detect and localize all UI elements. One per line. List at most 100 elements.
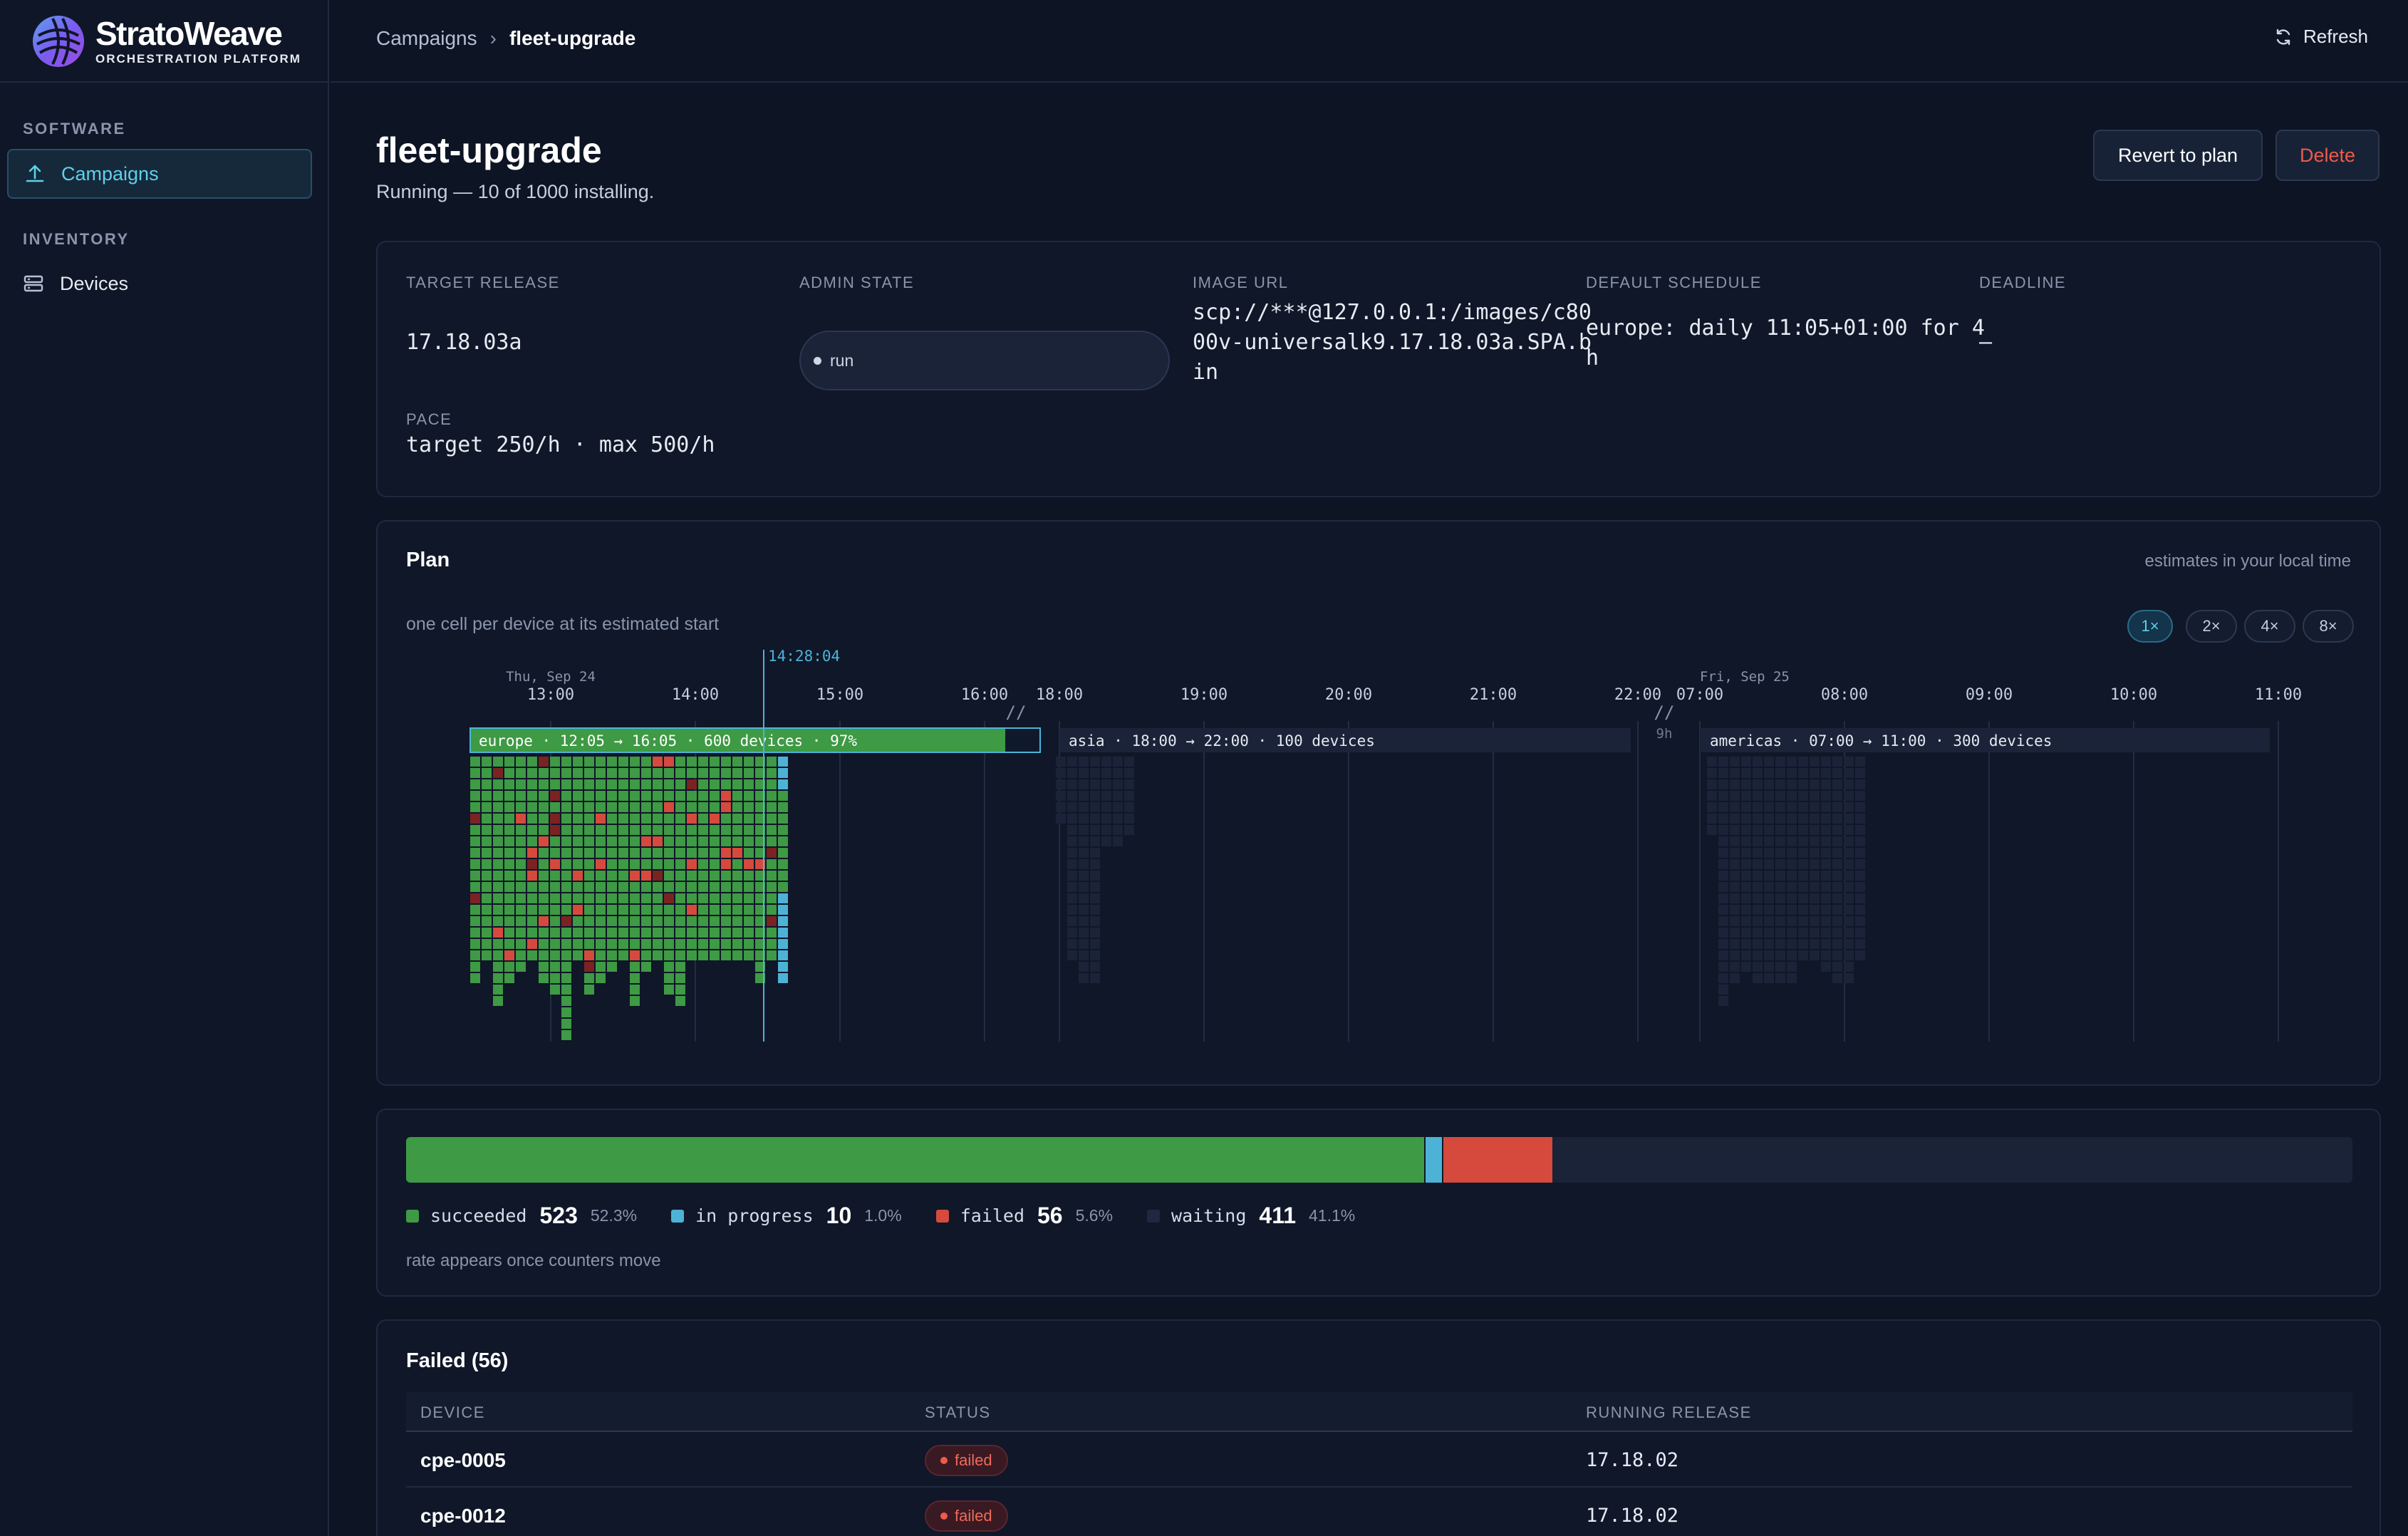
device-cell-failed	[470, 893, 480, 903]
device-cell-waiting	[1764, 791, 1774, 801]
column-header-device[interactable]: DEVICE	[420, 1403, 485, 1421]
device-cell-succeeded	[744, 836, 754, 846]
device-cell-waiting	[1730, 848, 1740, 858]
table-row[interactable]: cpe-0012 failed 17.18.02	[406, 1489, 2352, 1536]
device-cell-succeeded	[539, 905, 549, 915]
device-cell-waiting	[1741, 893, 1751, 903]
device-cell-succeeded	[744, 757, 754, 767]
device-cell-succeeded	[710, 802, 720, 812]
device-cell-waiting	[1753, 871, 1763, 881]
device-cell-waiting	[1832, 802, 1842, 812]
device-cell-waiting	[1832, 973, 1842, 983]
device-cell-failed	[767, 916, 777, 926]
page-status-text: Running — 10 of 1000 installing.	[376, 181, 655, 202]
device-cell-succeeded	[641, 791, 651, 801]
device-cell-failed	[664, 802, 674, 812]
device-cell-succeeded	[607, 893, 617, 903]
device-name[interactable]: cpe-0012	[420, 1505, 506, 1527]
device-cell-succeeded	[653, 768, 663, 778]
admin-state-select[interactable]: run	[799, 331, 1170, 390]
device-cell-succeeded	[698, 779, 708, 789]
device-cell-waiting	[1079, 871, 1089, 881]
plan-subtitle: one cell per device at its estimated sta…	[406, 614, 720, 634]
window-bar-americas	[1700, 728, 2270, 752]
device-cell-succeeded	[516, 802, 526, 812]
plan-timeline[interactable]: 13:00 14:00 15:00 16:00 18:00 19:00 20:00 21:00…	[403, 650, 2355, 1077]
device-cell-waiting	[1855, 950, 1865, 960]
device-cell-succeeded	[710, 848, 720, 858]
column-header-running-release[interactable]: RUNNING RELEASE	[1586, 1403, 1752, 1421]
table-row[interactable]: cpe-0005 failed 17.18.02	[406, 1433, 2352, 1488]
device-cell-waiting	[1832, 962, 1842, 972]
device-cell-succeeded	[721, 939, 731, 949]
device-cell-failed	[687, 905, 697, 915]
device-cell-succeeded	[630, 836, 640, 846]
device-cell-waiting	[1787, 848, 1797, 858]
device-cell-waiting	[1067, 871, 1077, 881]
device-name[interactable]: cpe-0005	[420, 1449, 506, 1471]
device-cell-waiting	[1124, 757, 1134, 767]
device-cell-waiting	[1798, 836, 1808, 846]
zoom-2x-button[interactable]: 2×	[2186, 610, 2237, 643]
device-cell-failed	[653, 757, 663, 767]
zoom-4x-button[interactable]: 4×	[2244, 610, 2295, 643]
device-cell-succeeded	[732, 779, 742, 789]
device-cell-waiting	[1079, 939, 1089, 949]
device-cell-waiting	[1855, 893, 1865, 903]
device-cell-succeeded	[744, 802, 754, 812]
device-cell-waiting	[1764, 916, 1774, 926]
device-cell-waiting	[1764, 928, 1774, 938]
device-cell-waiting	[1707, 802, 1717, 812]
device-cell-waiting	[1844, 836, 1854, 846]
device-cell-succeeded	[584, 779, 594, 789]
device-cell-succeeded	[493, 848, 503, 858]
status-text: failed	[955, 1507, 992, 1525]
legend-failed: failed 56 5.6%	[935, 1203, 1113, 1229]
device-cell-waiting	[1730, 814, 1740, 824]
column-header-status[interactable]: STATUS	[925, 1403, 991, 1421]
legend-percent: 1.0%	[864, 1206, 902, 1225]
brand-name: StratoWeave	[95, 15, 283, 52]
image-url-line: 00v-universalk9.17.18.03a.SPA.b	[1193, 330, 1592, 355]
device-cell-waiting	[1775, 757, 1785, 767]
device-cell-succeeded	[664, 768, 674, 778]
device-cell-succeeded	[516, 836, 526, 846]
revert-to-plan-button[interactable]: Revert to plan	[2093, 130, 2263, 181]
breadcrumb-current: fleet-upgrade	[509, 27, 636, 49]
device-cell-waiting	[1090, 871, 1100, 881]
sidebar-item-campaigns[interactable]: Campaigns	[7, 149, 312, 199]
device-cell-succeeded	[767, 825, 777, 835]
device-cell-failed	[710, 814, 720, 824]
zoom-8x-button[interactable]: 8×	[2303, 610, 2354, 643]
device-cell-waiting	[1067, 905, 1077, 915]
device-cell-succeeded	[493, 882, 503, 892]
device-cell-waiting	[1056, 768, 1066, 778]
delete-button[interactable]: Delete	[2275, 130, 2380, 181]
device-cell-succeeded	[675, 928, 685, 938]
device-cell-waiting	[1056, 791, 1066, 801]
device-cell-waiting	[1718, 848, 1728, 858]
device-cell-succeeded	[732, 893, 742, 903]
breadcrumb-campaigns-link[interactable]: Campaigns	[376, 27, 477, 49]
device-cell-succeeded	[596, 791, 606, 801]
device-cell-succeeded	[482, 836, 492, 846]
device-cell-waiting	[1787, 905, 1797, 915]
device-cell-waiting	[1832, 939, 1842, 949]
device-cell-succeeded	[687, 791, 697, 801]
legend-percent: 41.1%	[1309, 1206, 1356, 1225]
progress-bar	[406, 1137, 2352, 1183]
brand-logo[interactable]: StratoWeave ORCHESTRATION PLATFORM	[31, 11, 301, 71]
zoom-1x-button[interactable]: 1×	[2127, 610, 2173, 643]
device-cell-succeeded	[493, 859, 503, 869]
device-cell-failed	[653, 836, 663, 846]
device-cell-waiting	[1798, 814, 1808, 824]
device-cell-succeeded	[675, 791, 685, 801]
device-cell-succeeded	[732, 814, 742, 824]
device-cell-succeeded	[607, 836, 617, 846]
legend-swatch	[1147, 1209, 1161, 1223]
sidebar-item-devices[interactable]: Devices	[7, 259, 312, 308]
device-cell-waiting	[1810, 939, 1820, 949]
device-cell-waiting	[1090, 802, 1100, 812]
refresh-button[interactable]: Refresh	[2273, 26, 2368, 48]
device-cell-succeeded	[561, 825, 571, 835]
